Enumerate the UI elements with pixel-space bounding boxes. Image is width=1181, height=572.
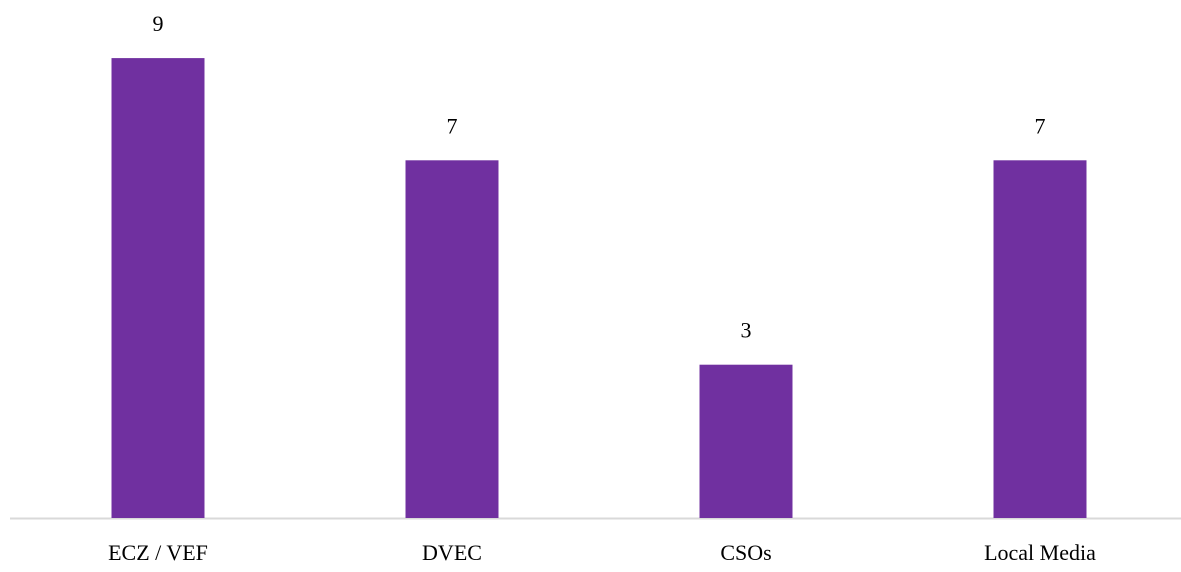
bar [699, 364, 793, 518]
data-label: 7 [447, 113, 458, 138]
bar [111, 58, 205, 518]
data-label: 3 [741, 318, 752, 343]
data-label: 9 [153, 11, 164, 36]
x-tick-label: DVEC [422, 540, 482, 565]
data-label: 7 [1035, 113, 1046, 138]
x-tick-label: ECZ / VEF [108, 540, 208, 565]
bar [405, 160, 499, 519]
x-tick-label: Local Media [984, 540, 1096, 565]
x-tick-label: CSOs [720, 540, 771, 565]
bar [993, 160, 1087, 519]
